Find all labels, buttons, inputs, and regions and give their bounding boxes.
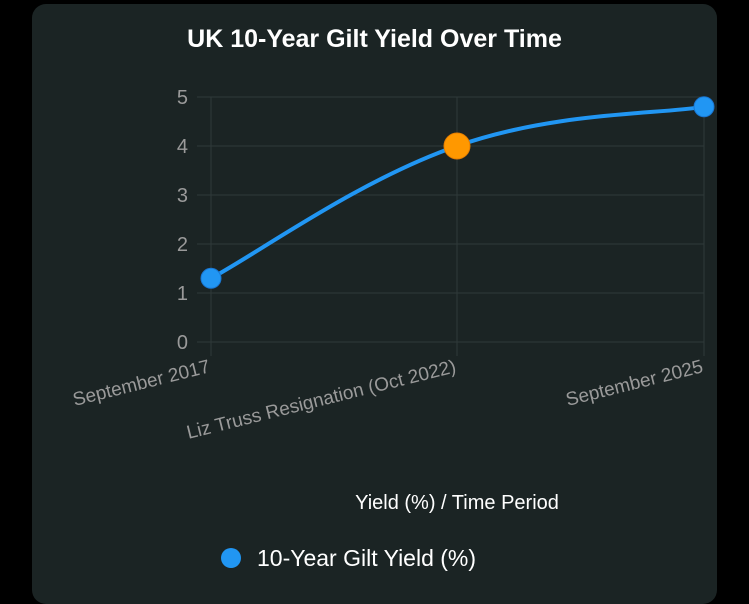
legend[interactable]: 10-Year Gilt Yield (%): [221, 543, 476, 573]
y-tick-label: 1: [177, 283, 188, 305]
data-point-highlighted[interactable]: [443, 132, 471, 160]
y-tick-label: 0: [177, 332, 188, 354]
x-tick-label: September 2017: [71, 356, 212, 410]
x-tick-label: September 2025: [564, 356, 705, 410]
grid: [197, 96, 705, 356]
x-tick-label: Liz Truss Resignation (Oct 2022): [185, 356, 459, 443]
y-axis-ticks: 0 1 2 3 4 5: [177, 87, 188, 354]
y-tick-label: 4: [177, 136, 188, 158]
y-tick-label: 3: [177, 185, 188, 207]
y-tick-label: 5: [177, 87, 188, 109]
legend-marker: [221, 548, 241, 568]
data-point[interactable]: [200, 267, 222, 289]
chart-card: [32, 4, 717, 604]
legend-label: 10-Year Gilt Yield (%): [257, 544, 477, 571]
x-axis-label: Yield (%) / Time Period: [355, 492, 559, 514]
data-points: [200, 96, 715, 289]
chart-title: UK 10-Year Gilt Yield Over Time: [187, 25, 562, 53]
data-point[interactable]: [693, 96, 715, 118]
y-tick-label: 2: [177, 234, 188, 256]
